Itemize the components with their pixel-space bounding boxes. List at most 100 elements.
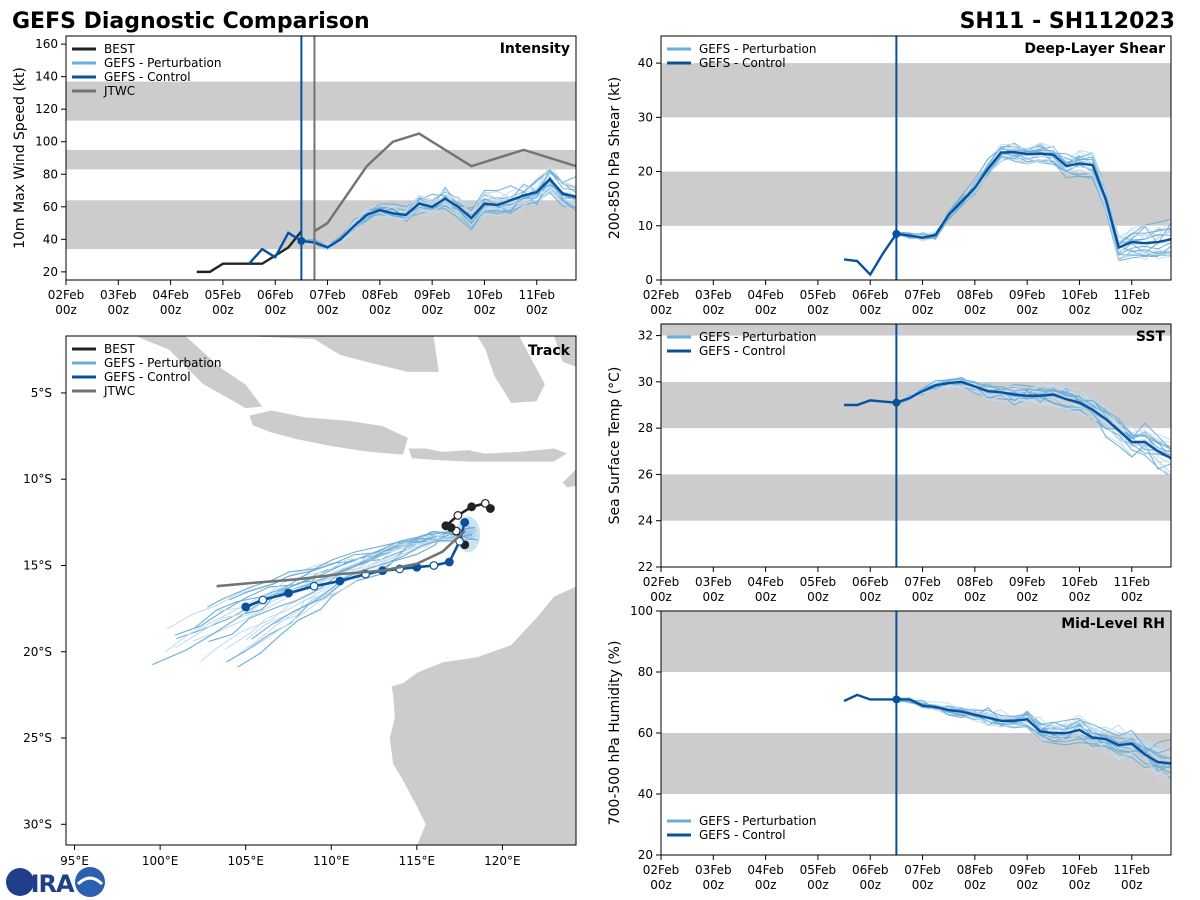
threshold-band (661, 474, 1171, 521)
y-tick-label: 60 (43, 200, 58, 214)
x-tick-label: 03Feb (100, 288, 137, 302)
y-tick-label: 28 (638, 421, 653, 435)
panel-title: Track (528, 343, 571, 359)
x-tick-label: 00z (912, 590, 934, 604)
x-tick-label: 00z (755, 303, 777, 317)
x-tick-label: 05Feb (800, 575, 837, 589)
y-tick-label: 40 (638, 56, 653, 70)
y-tick-label: 10°S (23, 472, 52, 486)
y-tick-label: 30 (638, 110, 653, 124)
x-tick-label: 00z (859, 590, 881, 604)
y-tick-label: 25°S (23, 731, 52, 745)
y-tick-label: 22 (638, 560, 653, 574)
x-tick-label: 00z (807, 878, 829, 892)
track-point (460, 517, 470, 527)
threshold-band (66, 81, 576, 121)
y-tick-label: 20°S (23, 645, 52, 659)
y-tick-label: 120 (35, 102, 58, 116)
legend-entry: GEFS - Control (699, 828, 786, 842)
x-tick-label: 00z (650, 590, 672, 604)
java-land (248, 409, 409, 456)
x-tick-label: 10Feb (466, 288, 503, 302)
x-tick-label: 10Feb (1061, 863, 1098, 877)
x-tick-label: 115°E (399, 854, 436, 868)
sulawesi-land (476, 336, 546, 404)
track-point (258, 595, 268, 605)
threshold-band (66, 149, 576, 170)
legend-entry: BEST (104, 342, 135, 356)
x-tick-label: 00z (807, 303, 829, 317)
threshold-band (661, 171, 1171, 226)
perturbation-line (301, 164, 576, 246)
x-tick-label: 00z (755, 878, 777, 892)
logo-badge-icon (75, 867, 105, 897)
plot-frame (660, 323, 1172, 568)
track-point (467, 502, 477, 512)
track-panel: 95°E 100°E 105°E 110°E 115°E 120°E 5°S 10°S 15°S… (23, 335, 577, 868)
y-tick-label: 160 (35, 37, 58, 51)
y-tick-label: 30°S (23, 817, 52, 831)
x-tick-label: 00z (859, 878, 881, 892)
x-tick-label: 02Feb (643, 863, 680, 877)
track-point (335, 576, 345, 586)
perturbation-track (244, 533, 479, 615)
y-tick-label: 20 (638, 848, 653, 862)
track-point (444, 557, 454, 567)
legend-entry: GEFS - Perturbation (699, 330, 816, 344)
perturbation-line (896, 379, 1171, 464)
x-tick-label: 00z (55, 303, 77, 317)
x-tick-label: 00z (317, 303, 339, 317)
x-tick-label: 00z (703, 590, 725, 604)
perturbation-track (194, 531, 469, 629)
timor-land (561, 468, 576, 489)
x-tick-label: 00z (650, 303, 672, 317)
x-tick-label: 04Feb (152, 288, 189, 302)
y-tick-label: 60 (638, 726, 653, 740)
legend-entry: BEST (104, 42, 135, 56)
perturbation-track (166, 530, 472, 630)
jtwc-line (313, 132, 576, 233)
x-tick-label: 11Feb (519, 288, 556, 302)
y-tick-label: 100 (35, 135, 58, 149)
y-tick-label: 15°S (23, 558, 52, 572)
sumatra-land (66, 336, 264, 409)
sst-panel: 22242628303202Feb00z03Feb00z04Feb00z05Fe… (607, 323, 1172, 604)
y-tick-label: 5°S (31, 386, 52, 400)
landmass-group (66, 336, 576, 845)
storm-id: SH11 - SH112023 (960, 9, 1175, 34)
track-point (241, 602, 251, 612)
panel-title: Deep-Layer Shear (1024, 41, 1165, 57)
borneo-land (237, 336, 440, 373)
cira-logo: CIRA (6, 867, 105, 898)
x-tick-label: 00z (369, 303, 391, 317)
x-tick-label: 00z (474, 303, 496, 317)
australia-land (389, 585, 576, 845)
x-tick-label: 00z (964, 878, 986, 892)
track-point (309, 581, 319, 591)
x-tick-label: 03Feb (695, 575, 732, 589)
x-tick-label: 00z (160, 303, 182, 317)
x-tick-label: 02Feb (48, 288, 85, 302)
analysis-point (892, 398, 901, 407)
figure-title: GEFS Diagnostic Comparison (12, 9, 370, 34)
nusa-tenggara-land (407, 447, 569, 463)
track-point (429, 561, 439, 570)
x-tick-label: 06Feb (852, 863, 889, 877)
jtwc-track (216, 530, 466, 588)
x-tick-label: 04Feb (747, 288, 784, 302)
x-tick-label: 04Feb (747, 863, 784, 877)
x-tick-label: 03Feb (695, 288, 732, 302)
analysis-point (892, 229, 901, 238)
panel-title: Mid-Level RH (1061, 616, 1165, 632)
legend-entry: GEFS - Perturbation (104, 356, 221, 370)
perturbation-track (251, 533, 470, 640)
x-tick-label: 100°E (142, 854, 179, 868)
x-tick-label: 00z (1121, 590, 1143, 604)
legend-entry: GEFS - Control (104, 70, 191, 84)
x-tick-label: 00z (1069, 878, 1091, 892)
x-tick-label: 08Feb (957, 288, 994, 302)
plot-area (843, 693, 1171, 780)
x-tick-label: 00z (912, 303, 934, 317)
x-tick-label: 07Feb (904, 288, 941, 302)
y-tick-label: 26 (638, 467, 653, 481)
